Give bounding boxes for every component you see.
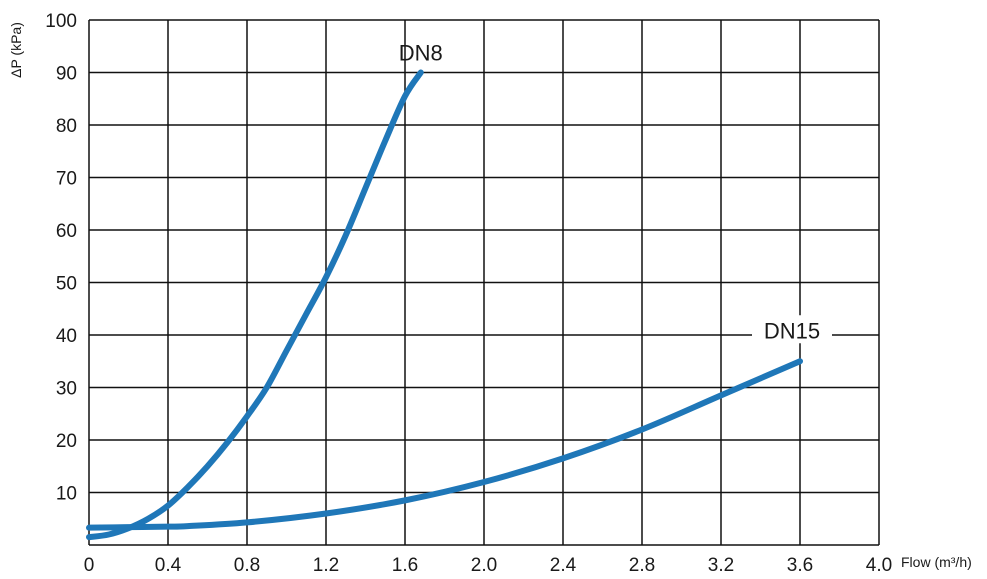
y-tick-label: 30	[56, 379, 77, 400]
x-tick-label: 0.4	[155, 555, 182, 576]
x-tick-labels: 0 0.4 0.8 1.2 1.6 2.0 2.4 2.8 3.2 3.6 4.0	[84, 555, 893, 576]
y-tick-label: 40	[56, 326, 77, 347]
x-tick-label: 0.8	[234, 555, 260, 576]
series-labels: DN8 DN15	[399, 41, 832, 344]
y-tick-label: 100	[45, 11, 77, 32]
series-line-dn15	[86, 358, 803, 531]
series-label-dn8: DN8	[399, 41, 443, 66]
y-axis-label: ΔP (kPa)	[8, 22, 24, 78]
y-tick-label: 50	[56, 274, 77, 295]
y-tick-label: 80	[56, 116, 77, 137]
grid	[88, 19, 880, 546]
y-tick-label: 60	[56, 221, 77, 242]
x-tick-label: 2.0	[471, 555, 497, 576]
x-tick-label: 2.8	[629, 555, 655, 576]
series-label-background	[752, 315, 832, 344]
series-label-dn15: DN15	[764, 318, 820, 343]
x-tick-label: 2.4	[550, 555, 577, 576]
series-lines	[86, 69, 803, 541]
y-tick-label: 10	[56, 484, 77, 505]
y-tick-label: 90	[56, 64, 77, 85]
x-tick-label: 3.2	[708, 555, 734, 576]
y-tick-label: 20	[56, 431, 77, 452]
y-tick-label: 70	[56, 169, 77, 190]
x-tick-label: 1.6	[392, 555, 418, 576]
x-tick-label: 3.6	[787, 555, 813, 576]
series-line-dn8	[86, 69, 424, 541]
x-tick-label: 4.0	[866, 555, 892, 576]
x-tick-label: 1.2	[313, 555, 339, 576]
y-tick-labels: 10 20 30 40 50 60 70 80 90 100	[45, 11, 77, 505]
x-axis-label: Flow (m³/h)	[901, 554, 972, 570]
x-tick-label: 0	[84, 555, 95, 576]
